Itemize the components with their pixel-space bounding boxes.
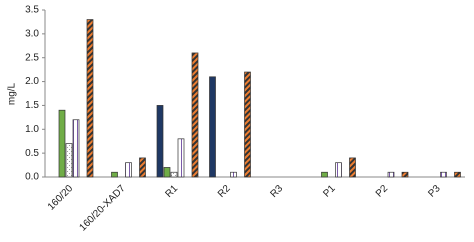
- y-tick-label: 0.5: [25, 148, 39, 159]
- bar: [321, 171, 328, 178]
- bar: [125, 162, 132, 178]
- bar: [86, 19, 94, 178]
- y-tick-label: 1.0: [25, 124, 39, 135]
- x-tick-label: P2: [374, 183, 391, 200]
- x-tick-label: P1: [321, 183, 338, 200]
- x-tick-label: 160/20: [46, 183, 76, 213]
- bar: [65, 143, 73, 178]
- bar: [139, 157, 146, 178]
- bar: [170, 171, 178, 178]
- bar: [244, 71, 251, 178]
- y-tick-label: 1.5: [25, 100, 39, 111]
- y-tick-label: 3.5: [25, 5, 39, 16]
- bar: [111, 171, 118, 178]
- bar: [349, 157, 356, 178]
- bar: [209, 76, 216, 178]
- x-tick-label: R3: [268, 183, 285, 200]
- bar: [156, 105, 164, 178]
- bar: [454, 171, 461, 178]
- x-tick-label: R1: [163, 183, 180, 200]
- y-tick-label: 2.0: [25, 76, 39, 87]
- bar: [401, 171, 409, 178]
- bar: [177, 138, 185, 178]
- chart: mg/L 0.0 0.5 1.0 1.5 2.0 2.5 3.0 3.5 160/20 160/2…: [7, 5, 465, 234]
- bar: [58, 109, 66, 178]
- bar: [72, 119, 80, 178]
- bar: [440, 171, 447, 178]
- bar: [335, 162, 342, 178]
- bar: [387, 171, 395, 178]
- y-tick-label: 0.0: [25, 172, 39, 183]
- y-tick-label: 3.0: [25, 28, 39, 39]
- y-tick-label: 2.5: [25, 52, 39, 63]
- bar: [230, 171, 237, 178]
- x-tick-label: P3: [426, 183, 443, 200]
- y-axis-label: mg/L: [7, 82, 18, 105]
- x-tick-label: 160/20-XAD7: [78, 183, 129, 234]
- bar: [191, 52, 199, 178]
- x-tick-label: R2: [216, 183, 233, 200]
- bar: [163, 167, 171, 178]
